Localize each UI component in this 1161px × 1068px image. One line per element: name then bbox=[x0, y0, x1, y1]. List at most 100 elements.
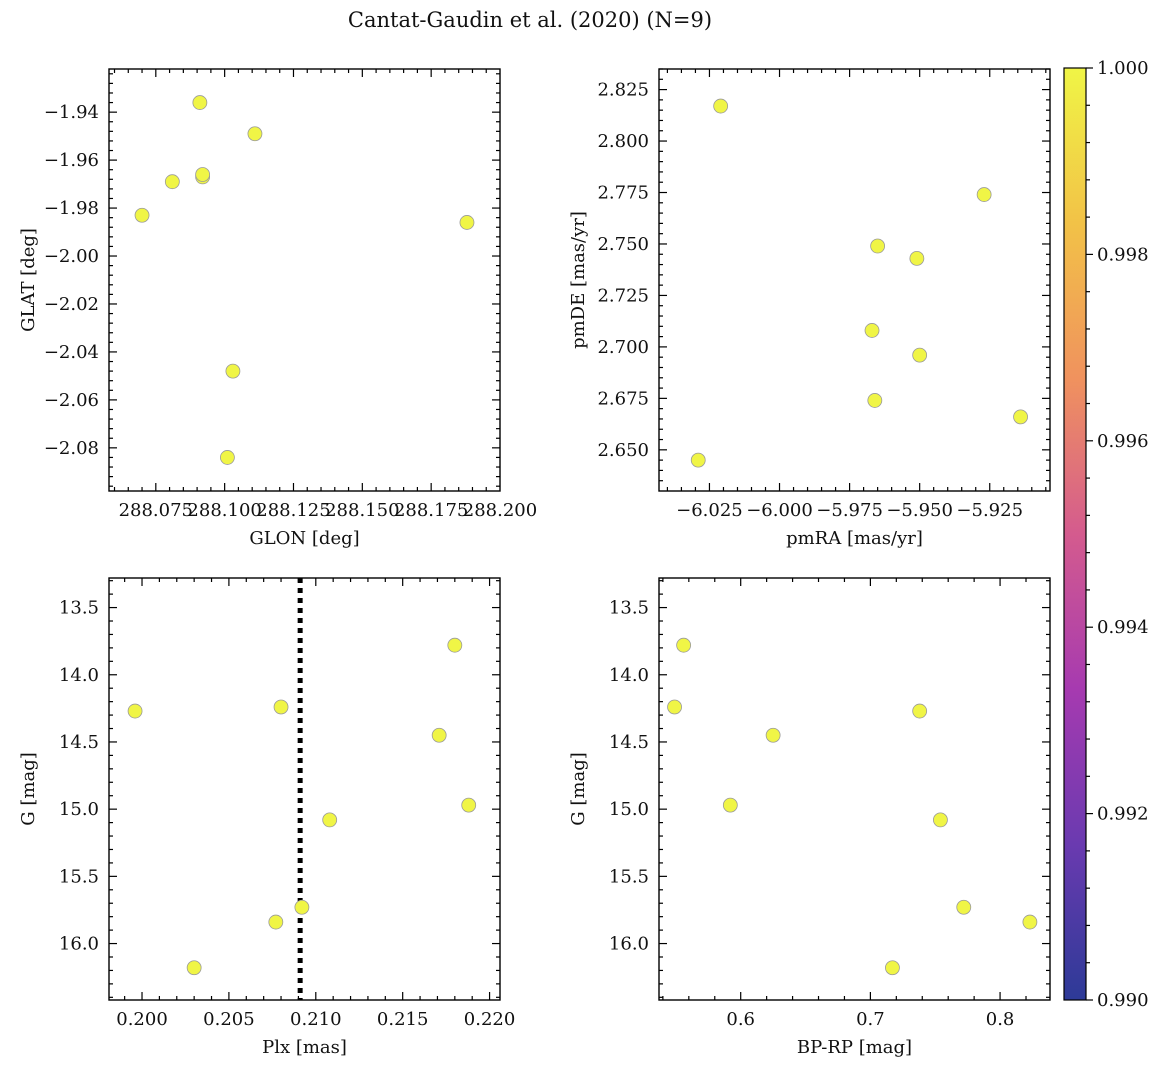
data-point bbox=[867, 393, 883, 408]
data-point bbox=[885, 960, 900, 976]
y-tick-label: 2.750 bbox=[597, 234, 649, 255]
x-tick-label: 288.125 bbox=[256, 500, 330, 521]
y-tick-label: 13.5 bbox=[609, 598, 649, 619]
y-tick-label: 2.650 bbox=[597, 440, 649, 461]
figure-title: Cantat-Gaudin et al. (2020) (N=9) bbox=[348, 8, 712, 32]
x-tick-label: 0.8 bbox=[986, 1009, 1015, 1030]
y-tick-label: 15.0 bbox=[609, 799, 649, 820]
data-point bbox=[722, 797, 738, 813]
y-tick-label: 2.775 bbox=[597, 183, 649, 204]
data-point bbox=[268, 914, 284, 930]
data-point bbox=[459, 215, 475, 230]
y-tick-label: 2.675 bbox=[597, 388, 649, 409]
data-point bbox=[956, 899, 972, 915]
x-tick-label: −6.025 bbox=[676, 500, 743, 521]
y-tick-label: 13.5 bbox=[59, 598, 99, 619]
data-point bbox=[909, 250, 925, 266]
data-point bbox=[933, 812, 948, 828]
data-point bbox=[976, 187, 992, 202]
x-axis-label: Plx [mas] bbox=[262, 1037, 347, 1058]
data-point bbox=[864, 323, 880, 338]
y-tick-label: −2.00 bbox=[44, 246, 99, 267]
x-tick-label: 0.6 bbox=[726, 1009, 755, 1030]
x-axis-label: BP-RP [mag] bbox=[797, 1037, 912, 1058]
x-tick-label: −5.950 bbox=[886, 500, 953, 521]
y-tick-label: −1.98 bbox=[44, 198, 99, 219]
data-point bbox=[322, 812, 338, 828]
y-tick-label: 2.700 bbox=[597, 337, 649, 358]
x-tick-label: −6.000 bbox=[746, 500, 813, 521]
data-point bbox=[912, 703, 928, 719]
data-point bbox=[164, 174, 180, 190]
x-tick-label: 0.220 bbox=[464, 1009, 516, 1030]
data-point bbox=[195, 167, 211, 182]
y-axis-label: G [mag] bbox=[18, 752, 39, 825]
colorbar-tick-label: 0.990 bbox=[1097, 990, 1149, 1011]
y-tick-label: 15.5 bbox=[609, 866, 649, 887]
y-tick-label: −2.02 bbox=[44, 294, 99, 315]
x-tick-label: −5.925 bbox=[956, 500, 1023, 521]
panels: 288.075288.100288.125288.150288.175288.2… bbox=[18, 68, 1051, 1058]
panel-4: 0.6 0.7 0.8 13.5 14.0 14.5 15.0 15.5 16.0 BP-RP [… bbox=[568, 577, 1051, 1058]
panel-3-frame bbox=[108, 577, 501, 1001]
x-tick-label: 0.200 bbox=[116, 1009, 168, 1030]
y-tick-label: −1.96 bbox=[44, 150, 99, 171]
x-axis-label: pmRA [mas/yr] bbox=[786, 528, 923, 549]
data-point bbox=[667, 699, 682, 715]
x-tick-label: 0.210 bbox=[290, 1009, 342, 1030]
panel-4-frame bbox=[658, 577, 1051, 1001]
data-point bbox=[186, 960, 202, 976]
y-tick-label: 15.5 bbox=[59, 866, 99, 887]
y-tick-label: −2.06 bbox=[44, 390, 99, 411]
y-axis-label: GLAT [deg] bbox=[18, 228, 39, 332]
data-point bbox=[447, 637, 463, 653]
colorbar-tick-label: 0.992 bbox=[1097, 804, 1149, 825]
panel-2-frame bbox=[658, 68, 1051, 492]
x-tick-label: 288.150 bbox=[325, 500, 399, 521]
data-point bbox=[273, 699, 289, 715]
data-point bbox=[294, 899, 310, 915]
y-tick-label: 14.0 bbox=[59, 665, 99, 686]
data-point bbox=[192, 95, 208, 110]
y-tick-label: 2.725 bbox=[597, 285, 649, 306]
x-tick-label: 288.075 bbox=[119, 500, 193, 521]
colorbar-tick-label: 0.996 bbox=[1097, 431, 1149, 452]
x-tick-label: −5.975 bbox=[816, 500, 883, 521]
x-axis-label: GLON [deg] bbox=[249, 528, 359, 549]
x-tick-label: 0.7 bbox=[856, 1009, 885, 1030]
y-tick-label: 16.0 bbox=[59, 934, 99, 955]
data-point bbox=[713, 98, 729, 114]
data-point bbox=[225, 363, 241, 379]
x-tick-label: 0.215 bbox=[377, 1009, 429, 1030]
data-point bbox=[765, 727, 781, 743]
data-point bbox=[676, 637, 692, 653]
y-tick-label: 16.0 bbox=[609, 934, 649, 955]
y-tick-label: −2.04 bbox=[44, 342, 99, 363]
data-point bbox=[127, 703, 143, 719]
colorbar: 0.990 0.992 0.994 0.996 0.998 1.000 bbox=[1063, 58, 1149, 1011]
data-point bbox=[870, 238, 886, 254]
y-axis-label: pmDE [mas/yr] bbox=[568, 211, 589, 349]
y-tick-label: 2.800 bbox=[597, 131, 649, 152]
colorbar-gradient bbox=[1063, 67, 1087, 1001]
y-tick-label: −1.94 bbox=[44, 102, 99, 123]
panel-3: 0.200 0.205 0.210 0.215 0.220 13.5 14.0 14.5 15.… bbox=[18, 577, 516, 1058]
y-tick-label: −2.08 bbox=[44, 438, 99, 459]
panel-2: −6.025 −6.000 −5.975 −5.950 −5.925 2.650 2.675… bbox=[568, 68, 1051, 549]
x-tick-label: 288.100 bbox=[187, 500, 261, 521]
x-tick-label: 288.200 bbox=[463, 500, 537, 521]
data-point bbox=[690, 452, 706, 468]
data-point bbox=[912, 347, 928, 363]
panel-1: 288.075288.100288.125288.150288.175288.2… bbox=[18, 68, 537, 549]
y-tick-label: 14.5 bbox=[609, 732, 649, 753]
y-tick-label: 14.5 bbox=[59, 732, 99, 753]
colorbar-tick-label: 1.000 bbox=[1097, 58, 1149, 79]
y-tick-label: 2.825 bbox=[597, 80, 649, 101]
data-point bbox=[1013, 409, 1028, 425]
panel-1-frame bbox=[108, 68, 501, 492]
data-point bbox=[431, 727, 447, 743]
data-point bbox=[134, 207, 150, 223]
colorbar-tick-label: 0.994 bbox=[1097, 617, 1149, 638]
data-point bbox=[247, 126, 263, 142]
